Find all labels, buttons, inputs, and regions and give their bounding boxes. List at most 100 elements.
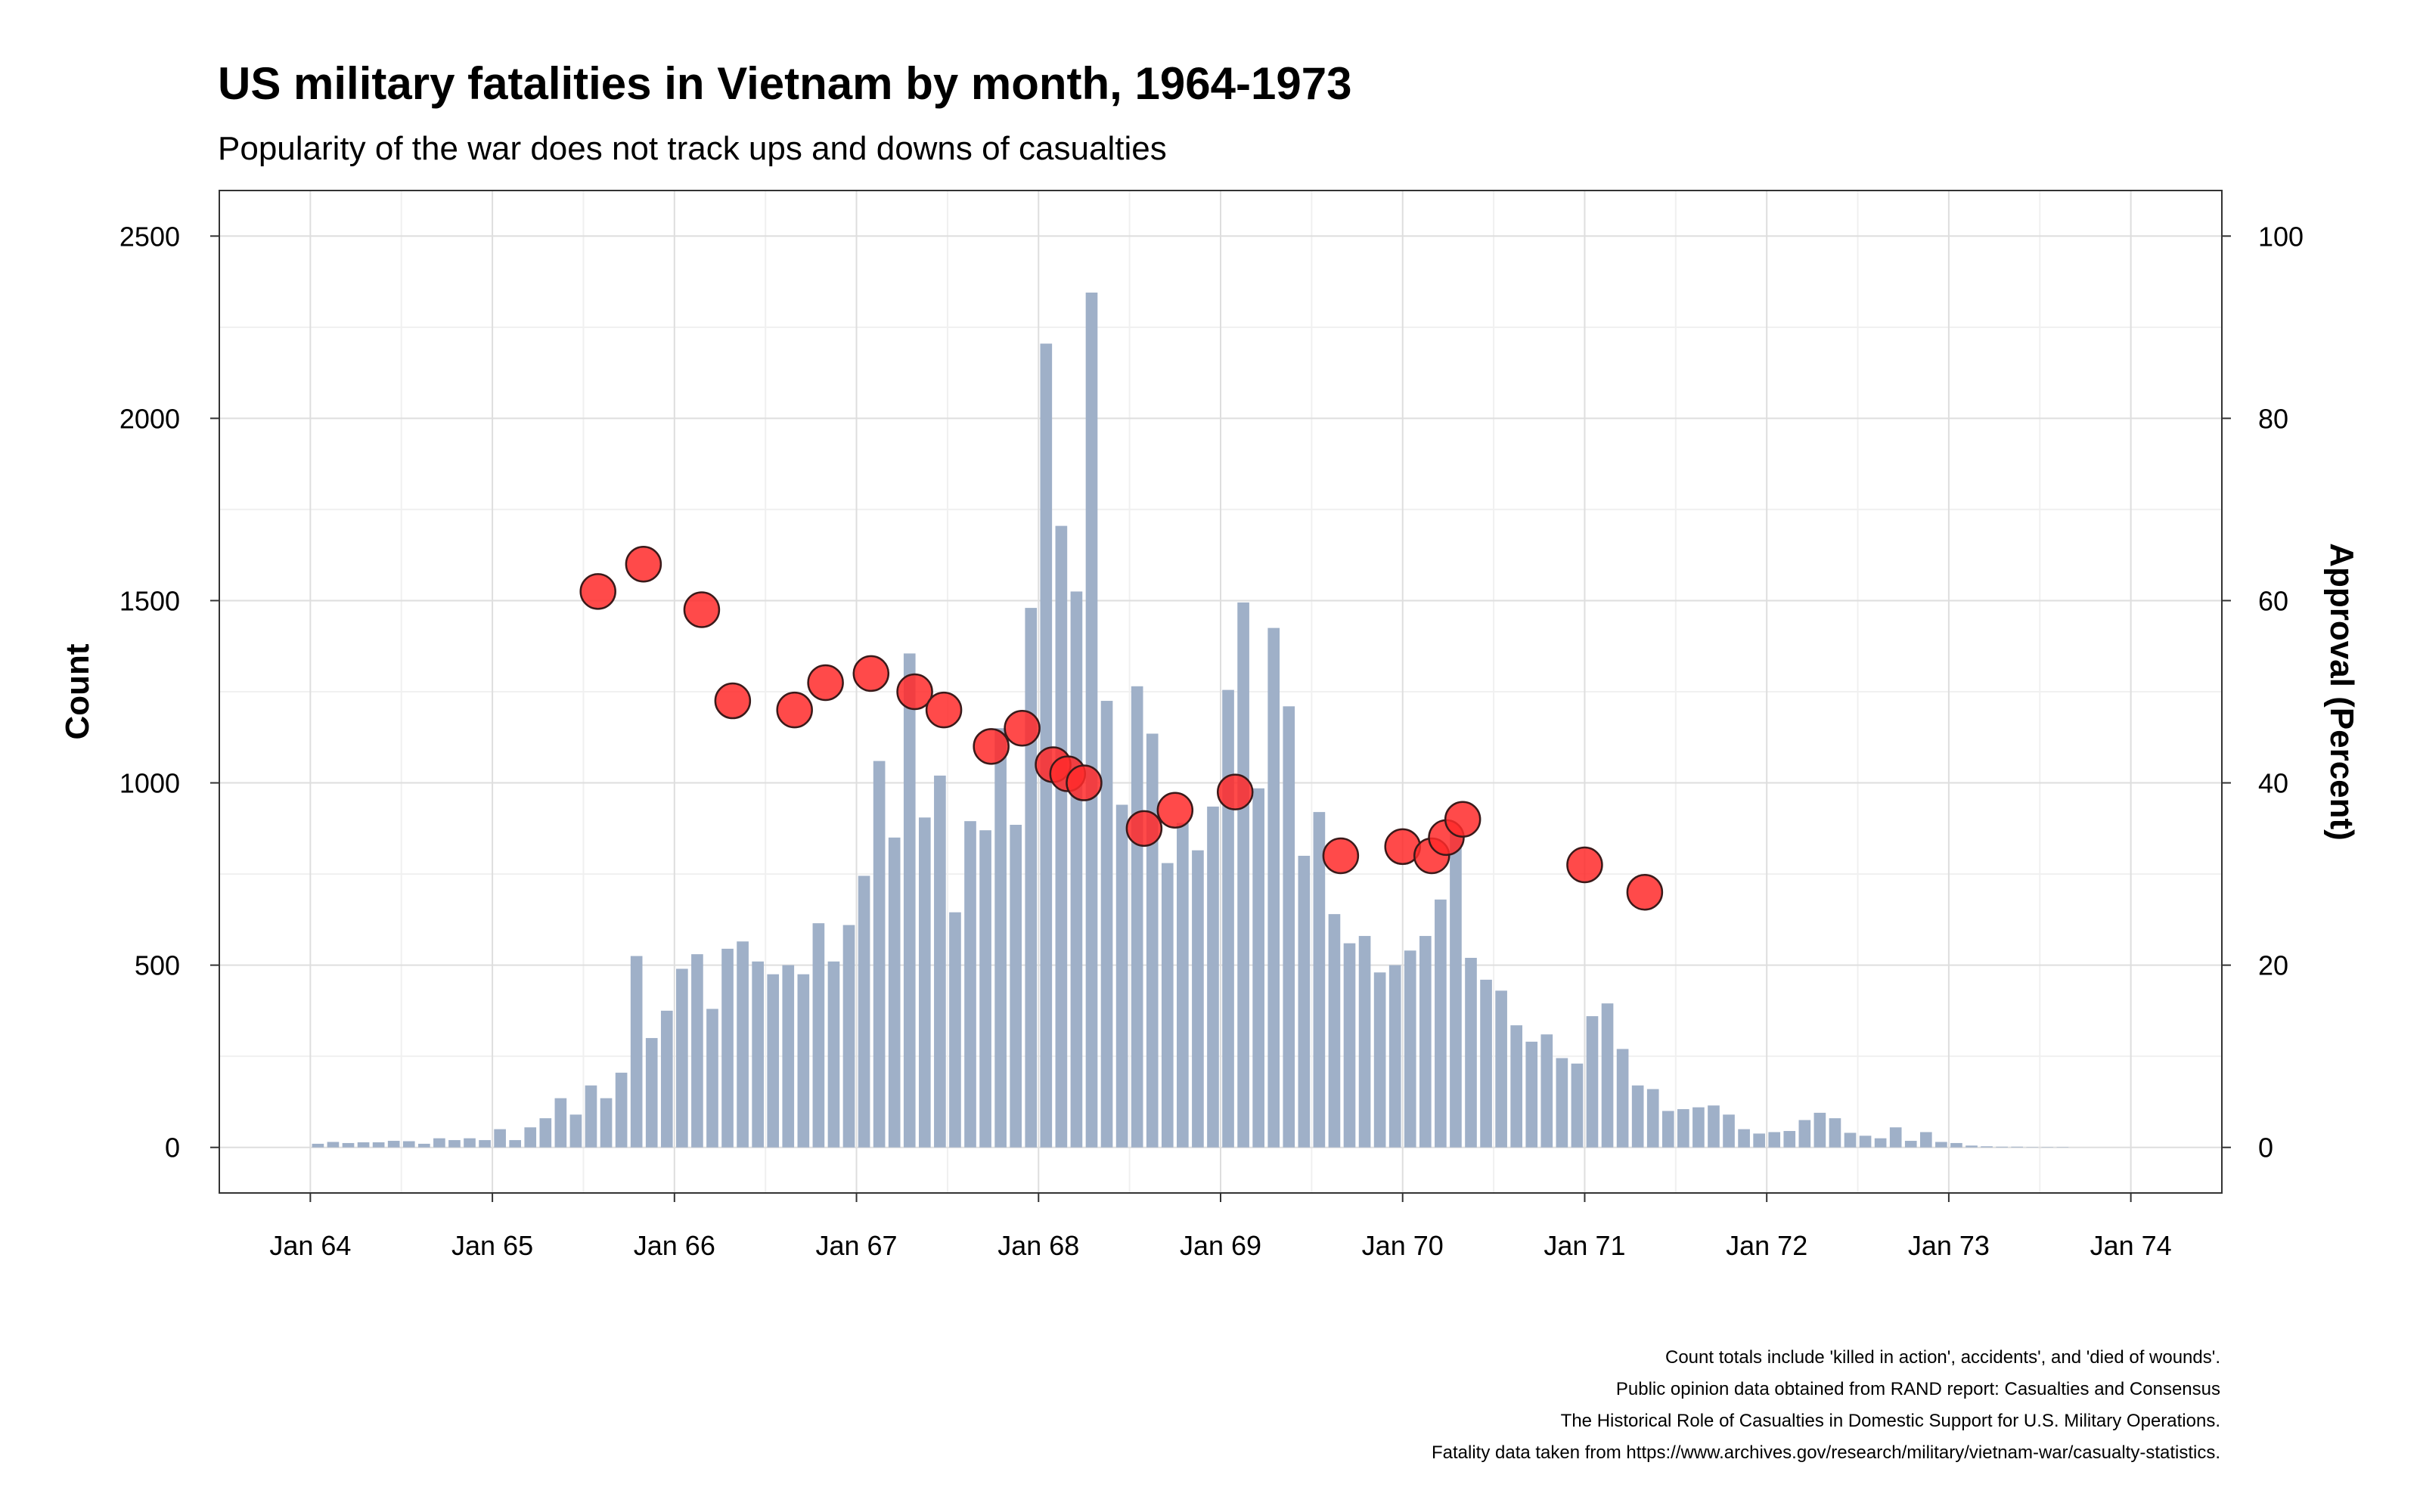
fatality-bar <box>402 1141 415 1148</box>
fatality-bar <box>1177 823 1189 1148</box>
fatality-bar <box>509 1140 522 1148</box>
fatality-bar <box>554 1098 567 1148</box>
approval-point <box>1125 810 1163 847</box>
fatality-bar <box>1222 689 1234 1148</box>
fatality-bar <box>630 956 643 1148</box>
approval-point <box>852 655 890 692</box>
approval-point <box>714 682 752 720</box>
fatality-bar <box>600 1098 613 1148</box>
fatality-bar <box>494 1129 506 1148</box>
fatality-bar <box>1616 1049 1629 1148</box>
fatality-bar <box>1419 936 1432 1148</box>
fatality-bar <box>782 965 795 1148</box>
fatality-bar <box>1874 1138 1887 1148</box>
fatality-bar <box>964 821 976 1148</box>
fatality-bar <box>1435 899 1447 1148</box>
fatality-bar <box>918 817 931 1148</box>
fatality-bar <box>372 1142 385 1148</box>
fatality-bar <box>1738 1129 1750 1148</box>
approval-point <box>1217 773 1254 810</box>
x-tick-label: Jan 68 <box>997 1230 1079 1261</box>
fatality-bar <box>903 653 916 1148</box>
fatality-bar <box>752 961 764 1148</box>
fatality-bar <box>479 1140 491 1148</box>
fatality-bar <box>1723 1114 1735 1148</box>
fatality-bar <box>660 1010 673 1148</box>
y2-tick-label: 40 <box>2258 768 2288 799</box>
approval-point <box>1066 764 1103 801</box>
approval-point <box>625 545 662 583</box>
fatality-bar <box>1556 1058 1568 1148</box>
fatality-bar <box>1146 733 1159 1148</box>
fatality-bar <box>1373 972 1386 1148</box>
fatality-bar <box>1661 1111 1674 1148</box>
fatality-bar <box>312 1143 324 1148</box>
caption-line-3: The Historical Role of Casualties in Dom… <box>1561 1411 2220 1431</box>
fatality-bar <box>1601 1003 1614 1148</box>
x-tick-label: Jan 74 <box>2090 1230 2172 1261</box>
fatality-bar <box>1465 957 1477 1148</box>
fatality-bar <box>1343 943 1356 1148</box>
x-tick-label: Jan 73 <box>1908 1230 1990 1261</box>
fatality-bar <box>387 1141 400 1148</box>
y2-axis-title: Approval (Percent) <box>2323 543 2360 841</box>
fatality-bar <box>1192 850 1204 1148</box>
x-tick-label: Jan 70 <box>1362 1230 1444 1261</box>
caption-line-4: Fatality data taken from https://www.arc… <box>1432 1442 2220 1463</box>
approval-point <box>1444 801 1481 838</box>
fatality-bar <box>1859 1136 1872 1148</box>
fatality-bar <box>615 1072 628 1148</box>
fatality-bar <box>934 775 946 1148</box>
fatality-bar <box>539 1118 552 1148</box>
x-axis-ticks: Jan 64 Jan 65 Jan 66 Jan 67 Jan 68 Jan 69 Jan … <box>269 1193 2172 1261</box>
fatality-bar <box>1586 1016 1599 1148</box>
fatality-bar <box>1404 950 1416 1148</box>
y-tick-label: 0 <box>165 1132 180 1163</box>
approval-point <box>896 673 933 711</box>
y-tick-label: 500 <box>135 950 180 981</box>
fatality-bar <box>1646 1089 1659 1148</box>
fatality-bar <box>1935 1142 1947 1148</box>
approval-point <box>925 691 963 729</box>
x-tick-label: Jan 72 <box>1726 1230 1807 1261</box>
y2-tick-label: 60 <box>2258 585 2288 616</box>
fatality-bar <box>1677 1109 1689 1148</box>
y-tick-label: 2500 <box>119 221 180 252</box>
fatality-bar <box>1055 525 1068 1148</box>
x-tick-label: Jan 71 <box>1544 1230 1625 1261</box>
approval-point <box>1566 846 1603 884</box>
fatality-bar <box>569 1114 582 1148</box>
y-axis-title: Count <box>59 643 96 739</box>
y2-tick-label: 20 <box>2258 950 2288 981</box>
fatality-bar <box>1950 1142 1962 1148</box>
fatality-bar <box>1571 1063 1584 1148</box>
chart-subtitle: Popularity of the war does not track ups… <box>218 130 1167 167</box>
fatality-bar <box>767 974 780 1148</box>
fatality-bar <box>1025 608 1038 1148</box>
fatality-bars <box>312 293 2069 1148</box>
y2-tick-label: 0 <box>2258 1132 2273 1163</box>
fatality-bar <box>1996 1146 2008 1148</box>
fatality-bar <box>1252 788 1264 1148</box>
fatality-bar <box>645 1038 658 1148</box>
fatality-bar <box>1298 855 1311 1148</box>
fatality-bar <box>342 1142 355 1148</box>
fatality-bar <box>1207 806 1219 1148</box>
x-tick-label: Jan 67 <box>815 1230 897 1261</box>
fatality-bar <box>448 1140 461 1148</box>
fatality-bar <box>1328 914 1341 1148</box>
fatality-bar <box>827 961 840 1148</box>
y-tick-label: 2000 <box>119 403 180 434</box>
fatality-bar <box>797 974 810 1148</box>
fatality-bar <box>1783 1131 1796 1148</box>
caption-line-1: Count totals include 'killed in action',… <box>1665 1347 2220 1368</box>
fatality-bar <box>2011 1146 2024 1148</box>
fatality-bar <box>1981 1146 1993 1148</box>
fatality-bar <box>1161 863 1174 1148</box>
fatality-bar <box>1267 627 1280 1148</box>
fatality-bar <box>327 1142 340 1148</box>
fatality-bar <box>1495 990 1507 1148</box>
fatality-bar <box>1115 804 1128 1148</box>
fatality-bar <box>464 1138 476 1148</box>
x-tick-label: Jan 64 <box>269 1230 351 1261</box>
